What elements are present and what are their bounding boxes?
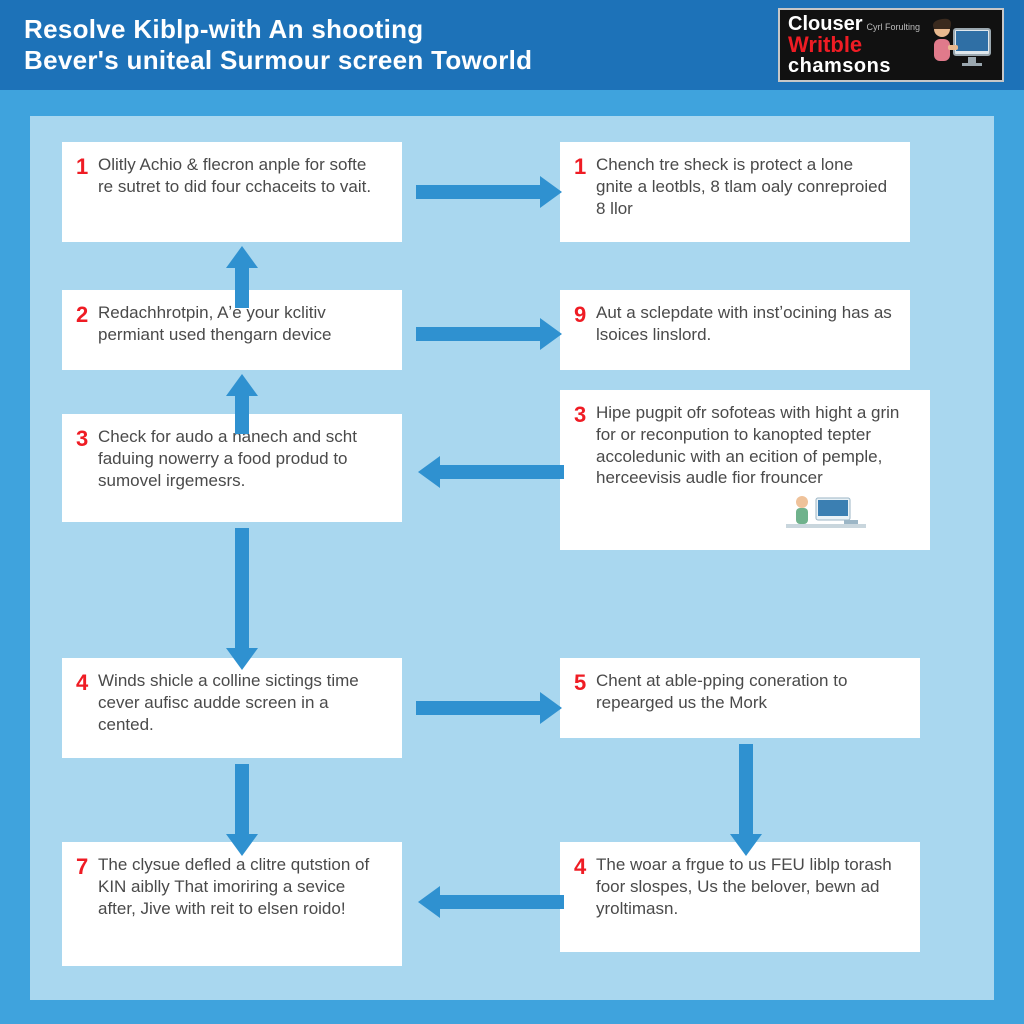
arrow-A3 [416, 318, 562, 350]
arrow-A6 [226, 528, 258, 670]
step-box-R5: 4The woar a frgue to us FEU liblp torash… [560, 842, 920, 952]
step-box-R2: 9Aut a sclepdate with instʼocining has a… [560, 290, 910, 370]
logo-line2: Writble [788, 34, 920, 56]
arrow-A7 [416, 692, 562, 724]
step-number: 1 [574, 154, 596, 180]
step-box-L5: 7The clysue defled a clitre qutstion of … [62, 842, 402, 966]
step-box-L1: 1Olitly Achio & flecron anple for softe … [62, 142, 402, 242]
step-box-R4: 5Chent at able-pping coneration to repea… [560, 658, 920, 738]
step-text: Winds shicle a colline sictings time cev… [98, 670, 384, 735]
step-box-R1: 1Chench tre sheck is protect a lone gnit… [560, 142, 910, 242]
arrow-A9 [730, 744, 762, 856]
step-number: 9 [574, 302, 596, 328]
step-text: Hipe pugpit ofr sofoteas with hight a gr… [596, 402, 912, 489]
step-number: 3 [76, 426, 98, 452]
arrow-A8 [226, 764, 258, 856]
step-number: 5 [574, 670, 596, 696]
step-box-R3: 3Hipe pugpit ofr sofoteas with hight a g… [560, 390, 930, 550]
step-text: The woar a frgue to us FEU liblp torash … [596, 854, 902, 919]
person-monitor-icon [928, 15, 994, 75]
step-number: 4 [574, 854, 596, 880]
step-number: 4 [76, 670, 98, 696]
step-number: 1 [76, 154, 98, 180]
arrow-A2 [226, 246, 258, 308]
step-number: 2 [76, 302, 98, 328]
step-number: 7 [76, 854, 98, 880]
step-text: Aut a sclepdate with instʼocining has as… [596, 302, 892, 346]
brand-logo-text: ClouserCyrl Forulting Writble chamsons [788, 14, 920, 76]
logo-line1-sub: Cyrl Forulting [866, 22, 920, 32]
title-line-1: Resolve Kiblp-with An shooting [24, 14, 532, 45]
logo-line3: chamsons [788, 56, 920, 76]
step-text: Chench tre sheck is protect a lone gnite… [596, 154, 892, 219]
title-line-2: Bever's uniteal Surmour screen Toworld [24, 45, 532, 76]
step-text: Olitly Achio & flecron anple for softe r… [98, 154, 384, 198]
step-text: Redachhrotpin, Aʼe your kclitiv permiant… [98, 302, 384, 346]
arrow-A10 [418, 886, 564, 918]
page-title: Resolve Kiblp-with An shooting Bever's u… [24, 14, 532, 76]
desk-scene-icon [786, 490, 866, 540]
step-text: Chent at able-pping coneration to repear… [596, 670, 902, 714]
brand-logo: ClouserCyrl Forulting Writble chamsons [778, 8, 1004, 82]
arrow-A5 [418, 456, 564, 488]
step-number: 3 [574, 402, 596, 428]
header-bar: Resolve Kiblp-with An shooting Bever's u… [0, 0, 1024, 90]
arrow-A1 [416, 176, 562, 208]
step-text: The clysue defled a clitre qutstion of K… [98, 854, 384, 919]
arrow-A4 [226, 374, 258, 434]
step-text: Check for audo a nanech and scht faduing… [98, 426, 384, 491]
step-box-L4: 4Winds shicle a colline sictings time ce… [62, 658, 402, 758]
